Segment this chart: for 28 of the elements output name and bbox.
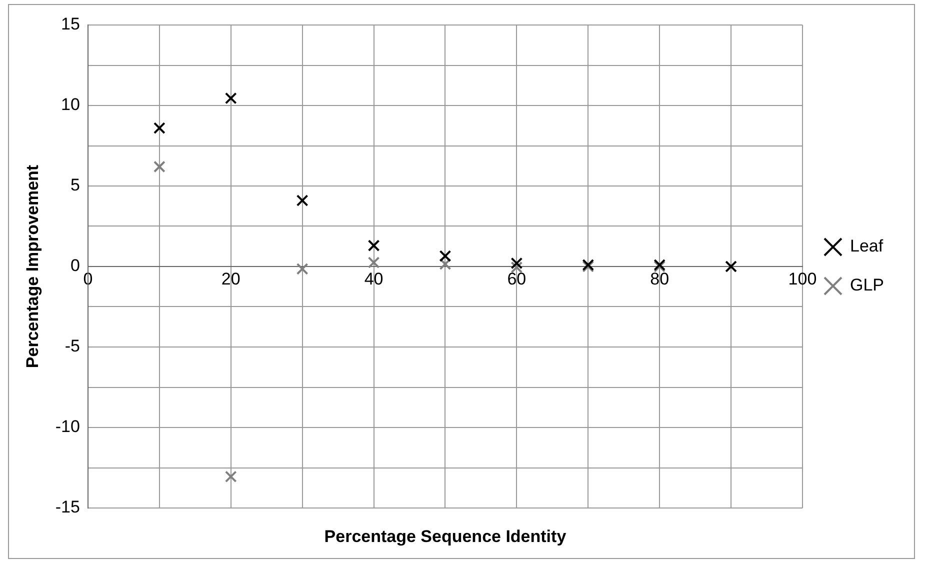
y-tick-label: 15 bbox=[61, 14, 80, 34]
point bbox=[439, 258, 452, 270]
point bbox=[153, 122, 166, 134]
y-axis-title: Percentage Improvement bbox=[22, 164, 42, 368]
point bbox=[510, 257, 523, 270]
y-tick-label: -5 bbox=[64, 336, 80, 356]
point bbox=[296, 194, 308, 206]
point bbox=[439, 250, 452, 262]
point bbox=[368, 256, 380, 268]
x-axis-title: Percentage Sequence Identity bbox=[324, 527, 567, 546]
point bbox=[510, 261, 523, 274]
point bbox=[224, 92, 237, 104]
y-tick-label: 5 bbox=[70, 176, 80, 195]
x-tick-label: 20 bbox=[221, 269, 240, 288]
point bbox=[153, 160, 166, 173]
y-tick-label: -10 bbox=[55, 417, 80, 436]
point bbox=[368, 240, 380, 252]
point bbox=[296, 262, 308, 275]
point bbox=[224, 470, 237, 483]
x-tick-label: 40 bbox=[364, 269, 384, 288]
y-tick-label: 0 bbox=[70, 256, 80, 276]
legend-label: Leaf bbox=[850, 236, 884, 256]
x-tick-label: 80 bbox=[650, 269, 670, 288]
y-tick-label: -15 bbox=[55, 498, 80, 517]
legend-label: GLP bbox=[850, 276, 884, 295]
x-tick-label: 60 bbox=[507, 269, 526, 288]
x-tick-label: 100 bbox=[788, 269, 817, 288]
y-tick-label: 10 bbox=[61, 95, 80, 114]
